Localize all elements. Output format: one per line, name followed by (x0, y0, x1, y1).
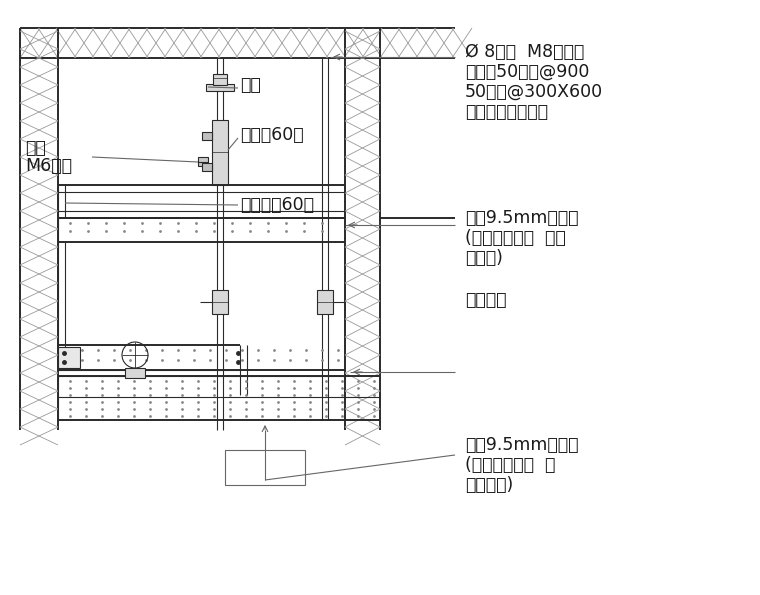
Text: 系列轻锰龙骨吸頂: 系列轻锰龙骨吸頂 (465, 103, 548, 121)
Bar (202, 132, 212, 140)
Text: (滿批賨子三度  乳膠: (滿批賨子三度 乳膠 (465, 229, 565, 247)
Text: 暗藏燈帶: 暗藏燈帶 (465, 291, 506, 309)
Text: 膠漆三度): 膠漆三度) (465, 476, 513, 494)
Text: 50副龙@300X600: 50副龙@300X600 (465, 83, 603, 101)
Bar (206, 84, 234, 91)
Text: 螺母: 螺母 (25, 139, 46, 157)
Text: 主龙骨（60）: 主龙骨（60） (240, 196, 314, 214)
Text: 單層9.5mm石膏板: 單層9.5mm石膏板 (465, 209, 578, 227)
Text: 栓固子50主龙@900: 栓固子50主龙@900 (465, 63, 589, 81)
Bar (317, 290, 333, 314)
Text: (滿批賨子三度  乳: (滿批賨子三度 乳 (465, 456, 556, 474)
Bar (125, 368, 145, 378)
Text: 雙層9.5mm石膏板: 雙層9.5mm石膏板 (465, 436, 578, 454)
Bar (225, 450, 305, 485)
Bar (212, 120, 228, 185)
Text: M6螺栓: M6螺栓 (25, 157, 72, 175)
Text: Ø 8丝杆  M8膨胀螺: Ø 8丝杆 M8膨胀螺 (465, 43, 584, 61)
Text: 漆三度): 漆三度) (465, 249, 503, 267)
Text: 吸件（60）: 吸件（60） (240, 126, 304, 144)
Bar (198, 157, 208, 166)
Bar (202, 163, 212, 171)
Text: 坠圈: 坠圈 (240, 76, 261, 94)
Bar (212, 290, 228, 314)
Bar (58, 347, 80, 368)
Bar (213, 74, 227, 85)
